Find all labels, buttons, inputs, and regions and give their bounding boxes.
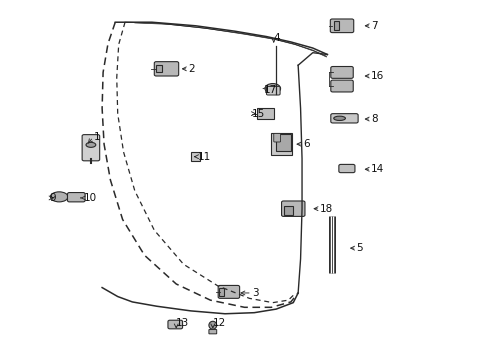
Bar xyxy=(156,65,162,72)
Text: 13: 13 xyxy=(176,319,189,328)
Bar xyxy=(333,21,338,30)
FancyBboxPatch shape xyxy=(330,67,352,78)
Bar xyxy=(256,108,274,120)
Bar xyxy=(191,152,200,161)
Bar xyxy=(284,206,292,215)
Text: 9: 9 xyxy=(49,193,56,203)
Text: 6: 6 xyxy=(303,139,309,149)
Text: 8: 8 xyxy=(370,114,377,124)
Text: 5: 5 xyxy=(356,243,363,253)
Text: 15: 15 xyxy=(251,109,264,119)
Text: 11: 11 xyxy=(198,152,211,162)
Text: 14: 14 xyxy=(370,164,384,174)
Ellipse shape xyxy=(208,321,216,329)
FancyBboxPatch shape xyxy=(338,165,354,173)
Bar xyxy=(218,288,223,296)
FancyBboxPatch shape xyxy=(154,62,178,76)
FancyBboxPatch shape xyxy=(330,80,352,92)
FancyBboxPatch shape xyxy=(281,201,305,216)
Text: 3: 3 xyxy=(251,288,258,298)
Text: 1: 1 xyxy=(93,132,100,142)
FancyBboxPatch shape xyxy=(208,329,216,334)
FancyBboxPatch shape xyxy=(266,86,280,95)
Ellipse shape xyxy=(333,116,345,121)
Ellipse shape xyxy=(50,192,68,202)
FancyBboxPatch shape xyxy=(82,135,100,161)
FancyBboxPatch shape xyxy=(330,19,353,33)
Text: 10: 10 xyxy=(83,193,97,203)
Text: 2: 2 xyxy=(188,64,195,74)
Text: 17: 17 xyxy=(264,85,277,95)
Bar xyxy=(276,134,290,151)
Text: 12: 12 xyxy=(212,319,225,328)
FancyBboxPatch shape xyxy=(330,114,357,123)
Text: 4: 4 xyxy=(273,33,280,43)
FancyBboxPatch shape xyxy=(167,320,182,329)
Ellipse shape xyxy=(86,142,96,147)
Text: 16: 16 xyxy=(370,71,384,81)
Bar xyxy=(271,134,291,155)
Text: 18: 18 xyxy=(320,204,333,214)
FancyBboxPatch shape xyxy=(273,134,280,142)
FancyBboxPatch shape xyxy=(67,193,85,202)
FancyBboxPatch shape xyxy=(218,285,239,298)
Text: 7: 7 xyxy=(370,21,377,31)
Ellipse shape xyxy=(264,84,280,94)
